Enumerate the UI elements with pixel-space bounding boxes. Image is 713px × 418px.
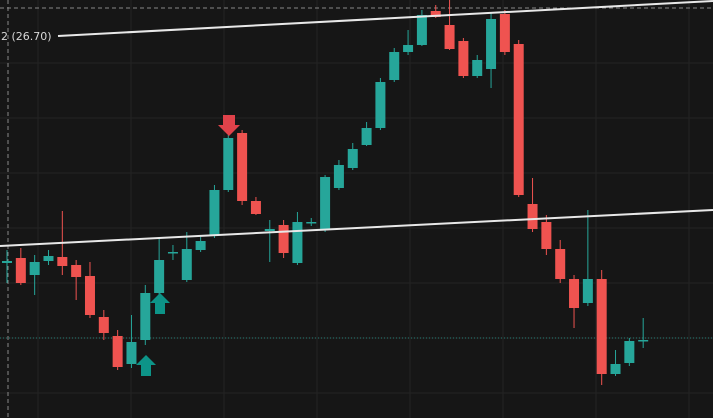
candle-body — [458, 41, 469, 76]
candle-body — [638, 340, 649, 342]
candle-body — [347, 149, 358, 168]
candle-body — [57, 257, 68, 266]
candle-body — [444, 25, 455, 49]
buy-signal — [136, 355, 156, 376]
candle-body — [43, 256, 54, 261]
candle-body — [264, 229, 275, 231]
candle-body — [84, 276, 95, 315]
candle-body — [320, 177, 331, 230]
candle-body — [513, 44, 524, 195]
candle-body — [610, 364, 621, 374]
candle-body — [181, 249, 192, 280]
candle-body — [112, 336, 123, 367]
candle-body — [569, 279, 580, 308]
candle-body — [389, 52, 400, 80]
sell-signal — [218, 115, 240, 136]
candle-body — [167, 252, 178, 254]
candle-body — [555, 249, 566, 279]
candle-body — [195, 241, 206, 250]
candle-body — [596, 279, 607, 374]
candle-body — [98, 317, 109, 333]
candle-body — [499, 14, 510, 52]
trend-line — [0, 209, 713, 247]
candle-body — [140, 293, 151, 340]
candle-body — [71, 265, 82, 277]
candle-body — [2, 261, 12, 263]
candle-body — [15, 258, 26, 283]
candle-body — [416, 15, 427, 45]
candle-body — [126, 342, 137, 364]
candle-body — [237, 133, 248, 201]
candle-body — [541, 222, 552, 249]
candle-body — [333, 165, 344, 188]
candle-body — [472, 60, 483, 76]
candle-body — [154, 260, 165, 293]
candle-body — [292, 222, 303, 263]
candle-body — [375, 82, 386, 128]
candles — [2, 0, 649, 385]
candle-body — [486, 19, 497, 69]
candle-body — [306, 222, 317, 224]
candle-body — [29, 262, 40, 275]
candle-body — [278, 225, 289, 253]
trend-line — [57, 0, 713, 37]
buy-signal — [150, 293, 170, 314]
candle-body — [250, 201, 261, 214]
candle-body — [430, 11, 441, 17]
candle-body — [403, 45, 414, 52]
candle-body — [209, 190, 220, 235]
line-label: 2 (26.70) — [1, 30, 52, 43]
candle-body — [582, 279, 593, 303]
candle-body — [527, 204, 538, 229]
candle-body — [223, 138, 234, 190]
candle-body — [361, 128, 372, 145]
candle-body — [624, 341, 635, 363]
